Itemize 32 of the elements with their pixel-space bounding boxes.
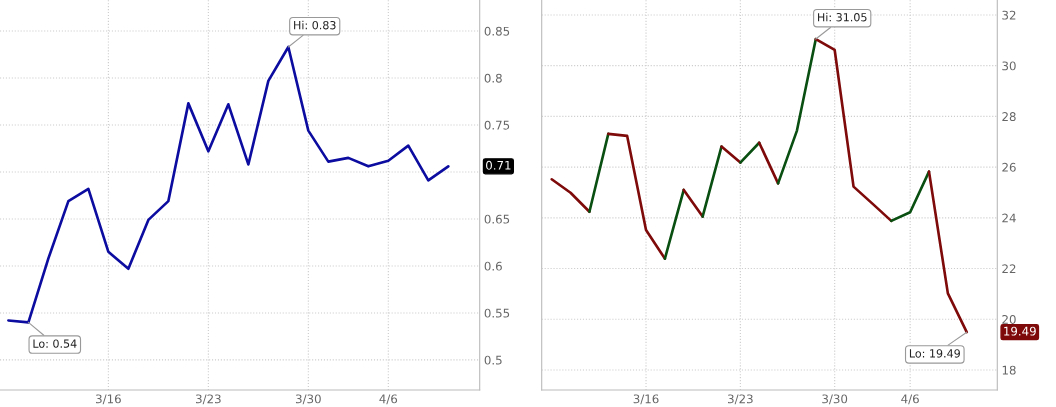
y-tick-label: 0.5: [484, 355, 502, 365]
y-tick-label: 20: [1002, 314, 1016, 324]
y-tick-label: 0.75: [484, 120, 510, 130]
x-tick-label: 3/23: [728, 394, 753, 405]
y-tick-label: 30: [1002, 61, 1016, 71]
data-label: Lo: 0.54: [33, 339, 77, 348]
x-tick-label: 4/6: [379, 394, 398, 405]
text: 19.49: [1004, 326, 1036, 336]
data-label: Hi: 0.83: [294, 20, 336, 30]
y-tick-label: 0.6: [484, 261, 502, 271]
line-series: [606, 132, 667, 260]
line-series: [814, 37, 893, 223]
y-tick-label: 0.55: [484, 308, 510, 318]
x-tick-label: 3/16: [96, 394, 121, 405]
y-tick-label: 0.85: [484, 26, 510, 36]
line-series: [7, 45, 450, 324]
x-tick-label: 3/30: [822, 394, 848, 405]
data-label: Hi: 31.05: [818, 12, 867, 22]
x-tick-label: 3/23: [196, 394, 221, 405]
x-tick-label: 3/16: [633, 394, 659, 405]
y-tick-label: 26: [1002, 162, 1016, 172]
y-tick-label: 32: [1002, 10, 1016, 20]
y-tick-label: 24: [1002, 213, 1016, 223]
y-tick-label: 18: [1002, 365, 1016, 375]
text: 0.71: [486, 160, 511, 170]
y-tick-label: 28: [1002, 112, 1016, 122]
x-tick-label: 4/6: [901, 394, 919, 405]
y-tick-label: 0.8: [484, 73, 502, 83]
y-tick-label: 22: [1002, 264, 1016, 274]
x-tick-label: 3/30: [295, 394, 321, 405]
data-label: Lo: 19.49: [909, 349, 960, 358]
y-tick-label: 0.65: [484, 214, 510, 224]
